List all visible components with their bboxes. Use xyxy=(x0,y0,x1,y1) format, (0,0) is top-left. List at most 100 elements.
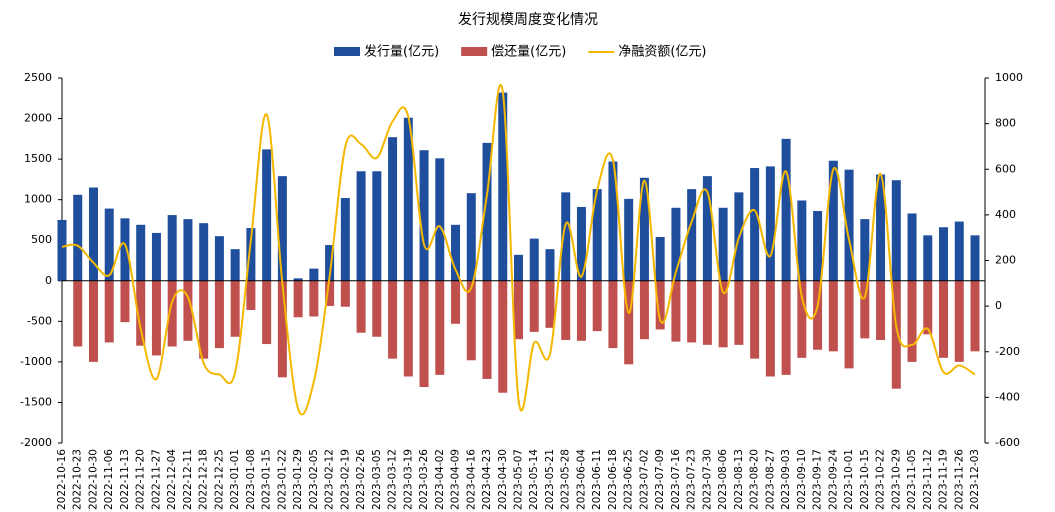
x-tick-label: 2023-10-29 xyxy=(890,449,902,510)
bar xyxy=(183,280,193,341)
x-tick-label: 2023-06-18 xyxy=(607,449,619,510)
bar xyxy=(923,280,933,335)
bar xyxy=(813,280,823,350)
bar xyxy=(624,198,634,281)
bar xyxy=(813,211,823,281)
bar xyxy=(419,280,429,388)
bar xyxy=(403,117,413,281)
y2-tick-label: 600 xyxy=(995,162,1016,175)
bar xyxy=(734,280,744,345)
x-tick-label: 2023-08-13 xyxy=(733,449,745,510)
bar xyxy=(750,168,760,281)
bar xyxy=(529,238,539,281)
x-tick-label: 2023-03-19 xyxy=(402,449,414,510)
bar xyxy=(639,177,649,281)
bar xyxy=(151,280,161,356)
bar xyxy=(309,280,319,317)
bar xyxy=(608,280,618,349)
bar xyxy=(57,219,67,281)
bar xyxy=(765,280,775,377)
bar xyxy=(514,254,523,281)
bar xyxy=(388,137,398,281)
x-tick-label: 2023-11-26 xyxy=(953,449,965,510)
bar xyxy=(592,189,602,281)
x-tick-label: 2023-10-15 xyxy=(859,449,871,510)
bar xyxy=(687,280,697,343)
bar xyxy=(545,249,555,281)
bar xyxy=(876,174,886,281)
bar xyxy=(939,280,949,358)
x-tick-label: 2023-03-12 xyxy=(387,449,399,510)
bar xyxy=(529,280,539,332)
bar xyxy=(702,176,712,281)
bar xyxy=(230,280,240,337)
x-tick-label: 2023-08-27 xyxy=(764,449,776,510)
bar xyxy=(199,280,209,359)
x-tick-label: 2023-04-16 xyxy=(465,449,477,510)
bar xyxy=(797,200,807,281)
x-tick-label: 2023-09-10 xyxy=(796,449,808,510)
bar xyxy=(923,235,933,281)
bar xyxy=(277,280,287,378)
legend-label: 发行量(亿元) xyxy=(364,44,439,60)
bar xyxy=(340,280,350,307)
bar xyxy=(120,218,130,281)
bar xyxy=(466,193,476,281)
bar xyxy=(592,280,602,332)
bar xyxy=(104,280,114,343)
bar xyxy=(262,149,272,281)
y-tick-label: 1000 xyxy=(24,193,52,206)
bar xyxy=(372,280,382,337)
bar xyxy=(356,171,366,281)
x-tick-label: 2023-01-01 xyxy=(229,449,241,510)
bar xyxy=(576,206,586,281)
y-tick-label: -2000 xyxy=(20,436,52,449)
bar xyxy=(325,245,335,281)
x-tick-label: 2023-02-19 xyxy=(339,449,351,510)
x-tick-label: 2022-11-27 xyxy=(150,449,162,510)
x-tick-label: 2023-01-15 xyxy=(261,449,273,510)
bar xyxy=(136,224,146,281)
x-tick-label: 2023-02-26 xyxy=(355,449,367,510)
x-tick-label: 2022-12-25 xyxy=(213,449,225,510)
bar xyxy=(844,280,854,369)
x-tick-label: 2023-09-17 xyxy=(812,449,824,510)
bar xyxy=(88,280,98,362)
bar xyxy=(214,236,224,281)
y2-tick-label: 1000 xyxy=(995,71,1023,84)
bar xyxy=(797,280,807,358)
x-tick-label: 2022-12-18 xyxy=(198,449,210,510)
bar xyxy=(844,169,854,281)
bar xyxy=(183,219,193,281)
bar xyxy=(435,158,445,281)
bar xyxy=(702,280,712,345)
x-tick-label: 2022-12-11 xyxy=(182,449,194,510)
bar xyxy=(277,176,287,281)
bar xyxy=(451,280,461,324)
y-tick-label: 2000 xyxy=(24,112,52,125)
x-tick-label: 2023-08-06 xyxy=(717,449,729,510)
x-tick-label: 2022-10-30 xyxy=(87,449,99,510)
bar xyxy=(120,280,130,323)
x-tick-label: 2023-07-16 xyxy=(670,449,682,510)
x-tick-label: 2023-03-26 xyxy=(418,449,430,510)
x-tick-label: 2023-02-05 xyxy=(308,449,320,510)
bar xyxy=(88,187,98,281)
bar xyxy=(136,280,146,346)
bar xyxy=(246,280,256,310)
bar xyxy=(498,280,508,393)
bar xyxy=(104,208,114,281)
bar xyxy=(891,180,901,281)
x-tick-label: 2023-09-24 xyxy=(827,449,839,510)
bar xyxy=(403,280,413,377)
x-tick-label: 2023-04-30 xyxy=(497,449,509,510)
bar xyxy=(781,280,791,375)
bar xyxy=(750,280,760,359)
x-tick-label: 2023-07-30 xyxy=(701,449,713,510)
bar xyxy=(356,280,366,333)
bar xyxy=(545,280,555,328)
x-tick-label: 2023-11-19 xyxy=(938,449,950,510)
bar xyxy=(907,213,917,281)
y-tick-label: 0 xyxy=(45,274,52,287)
